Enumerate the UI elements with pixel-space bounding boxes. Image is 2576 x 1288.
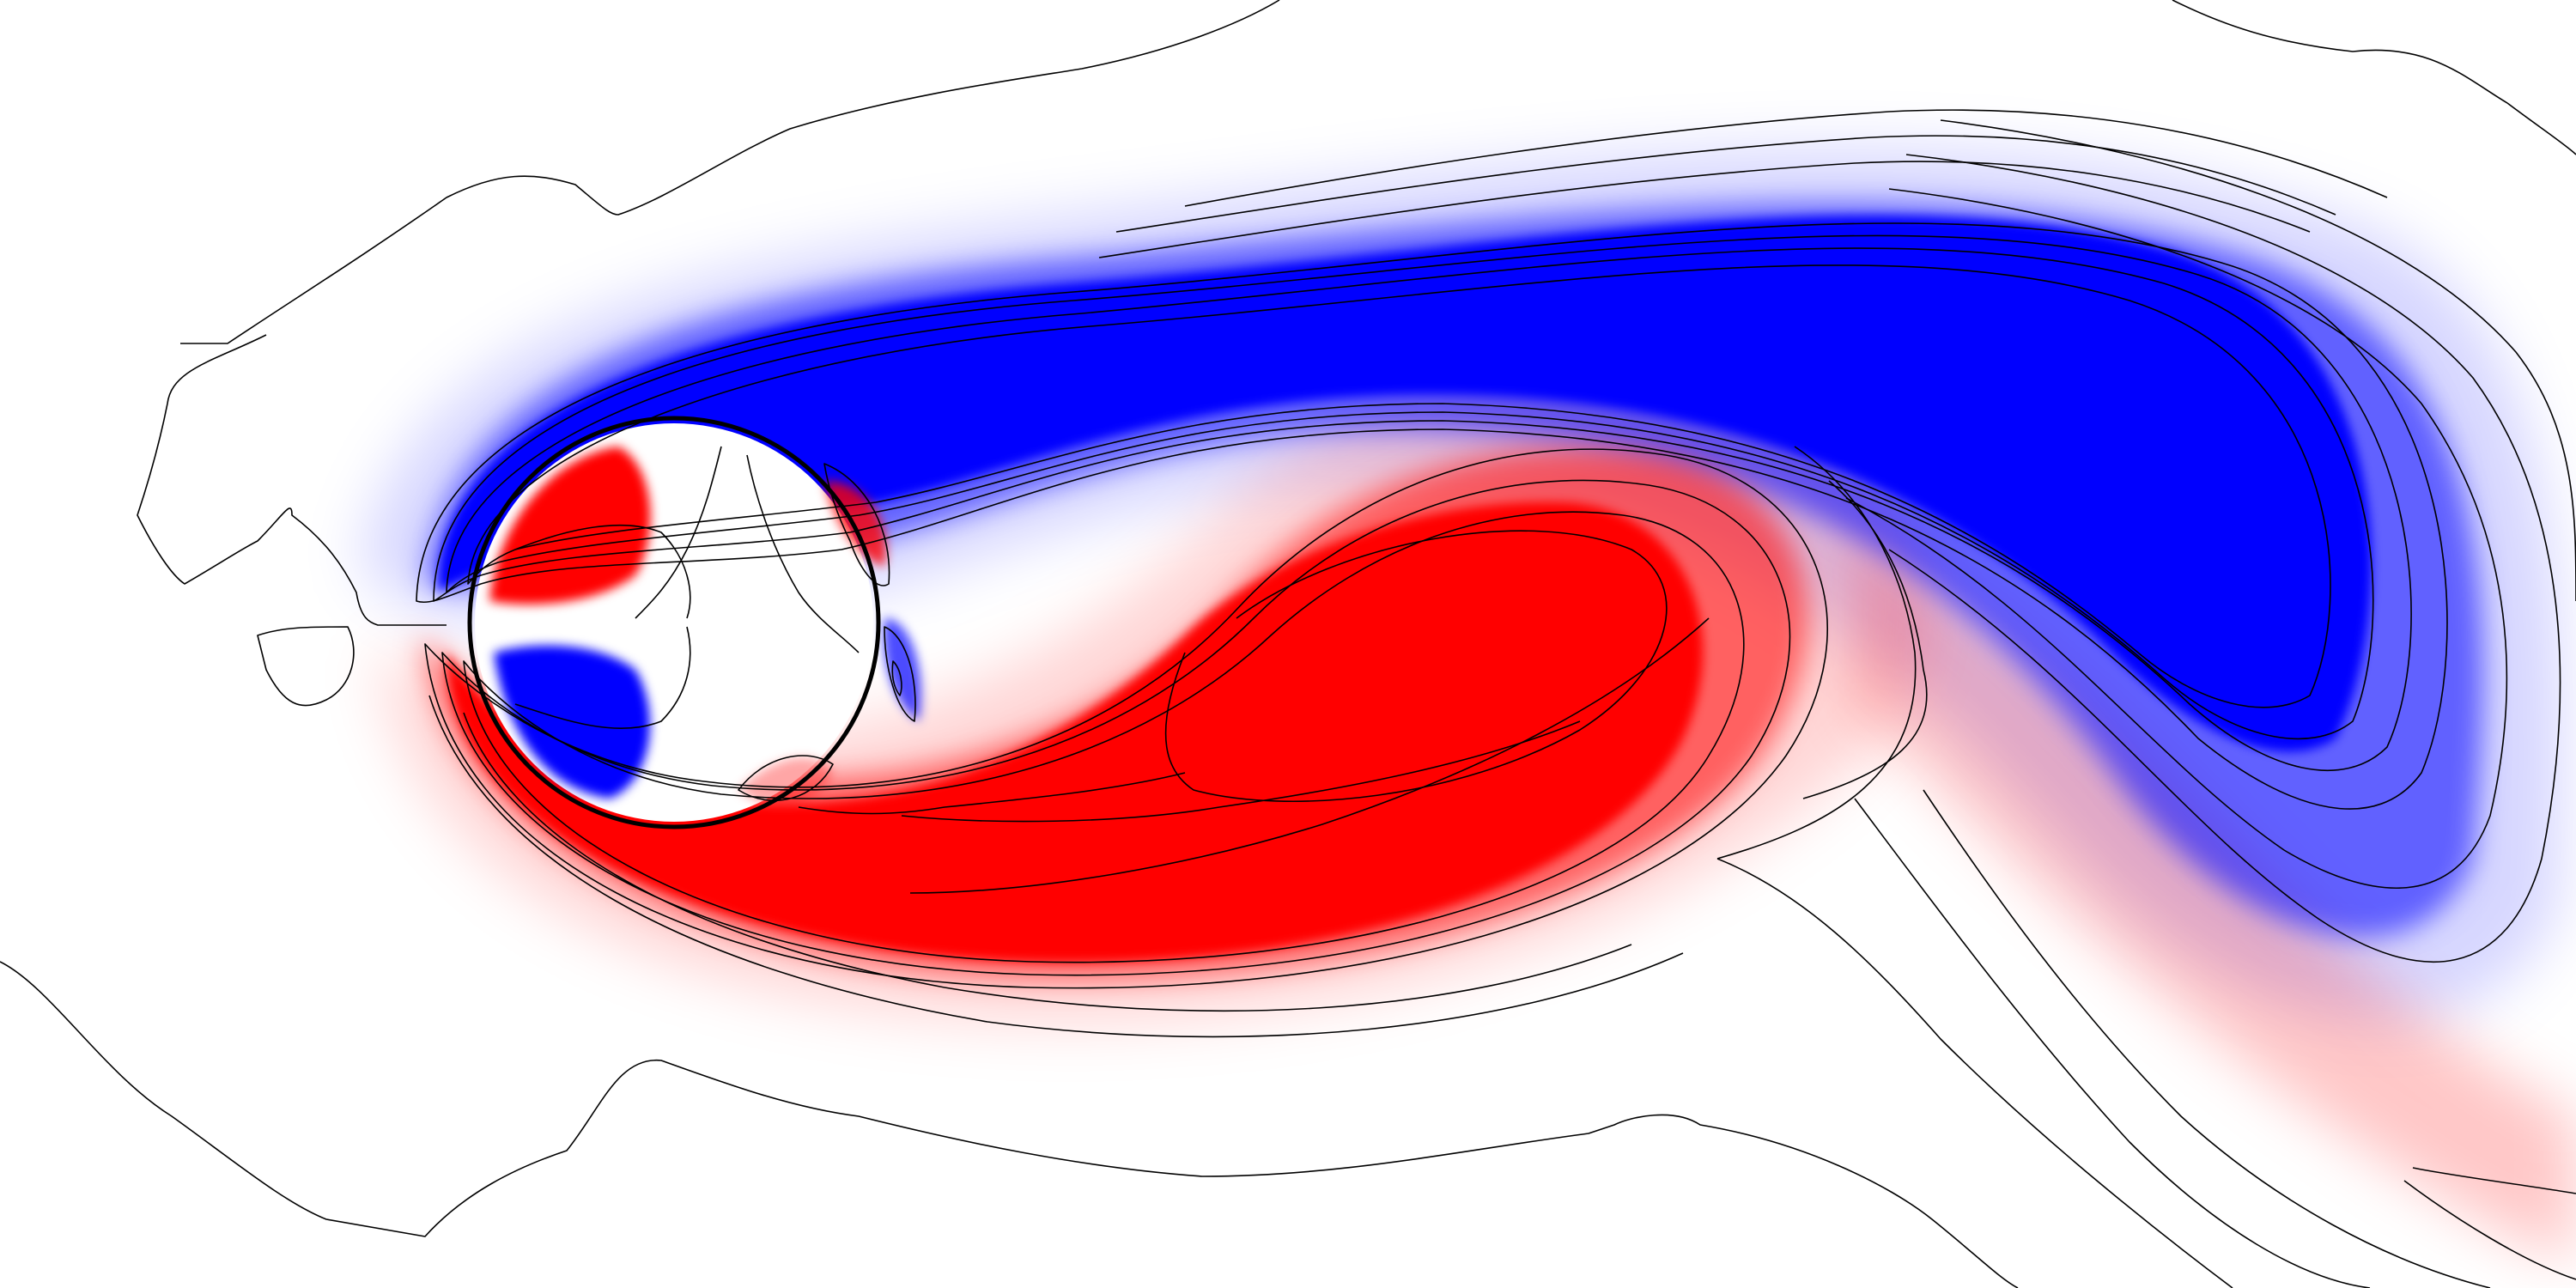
red-vortex-core [447,501,1704,963]
red-tail-shadow [1855,532,2576,1262]
cylinder-outline [467,416,881,829]
blue-vortex-core [438,216,2372,752]
